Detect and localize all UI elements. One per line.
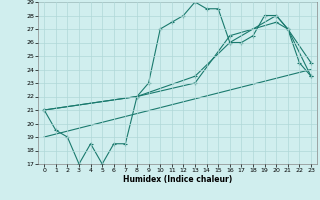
X-axis label: Humidex (Indice chaleur): Humidex (Indice chaleur) (123, 175, 232, 184)
